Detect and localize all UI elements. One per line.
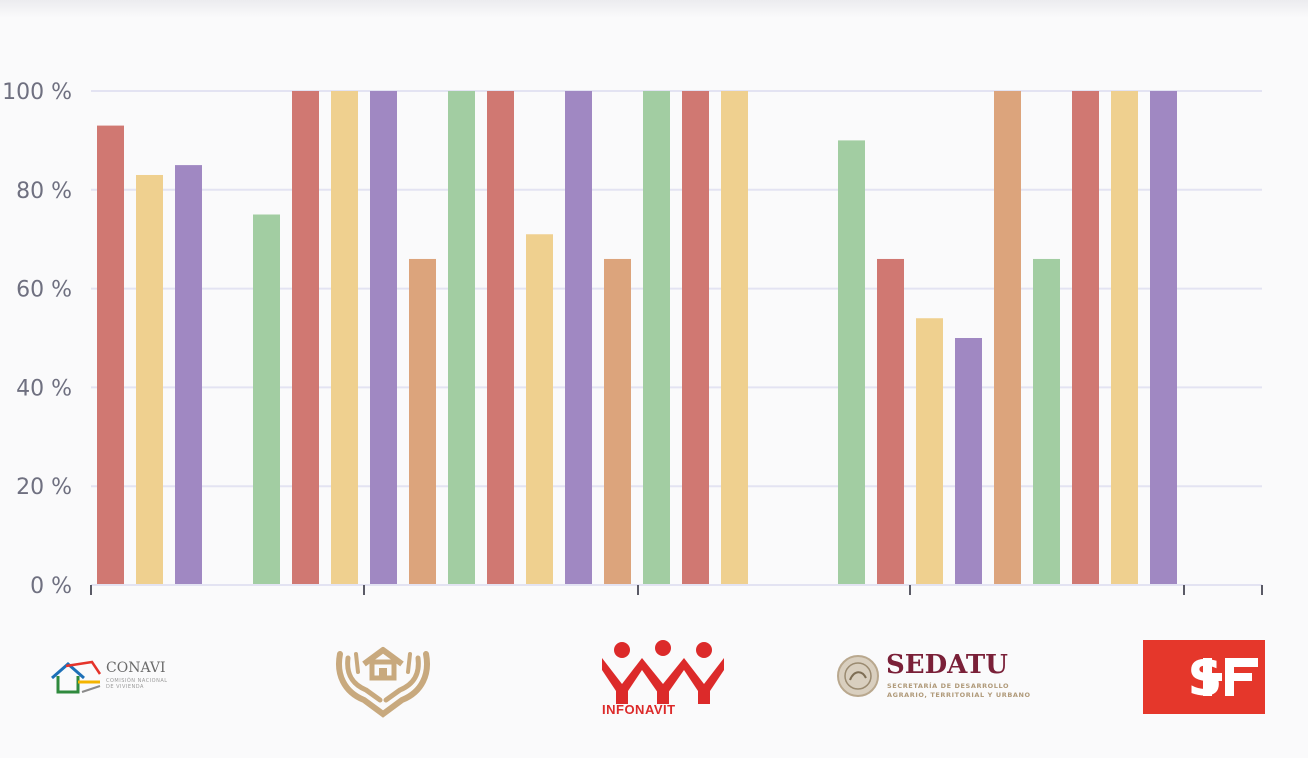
y-axis: 0 % 20 % 40 % 60 % 80 % 100 % xyxy=(2,80,72,599)
bar xyxy=(994,91,1021,585)
bar-chart: 0 % 20 % 40 % 60 % 80 % 100 % xyxy=(2,80,1263,599)
conavi-logo: CONAVI COMISIÓN NACIONAL DE VIVIENDA xyxy=(48,656,188,700)
sedatu-name: SEDATU xyxy=(886,650,1008,680)
bar xyxy=(448,91,475,585)
header-shadow xyxy=(0,0,1308,18)
bar xyxy=(409,258,436,585)
conavi-name: CONAVI xyxy=(106,660,166,676)
conavi-house-icon xyxy=(51,660,102,694)
y-tick-label: 80 % xyxy=(16,179,72,204)
gridlines xyxy=(91,90,1262,488)
bar xyxy=(955,338,982,585)
bar xyxy=(604,258,631,585)
bar xyxy=(292,91,319,585)
bar xyxy=(136,174,163,586)
bar xyxy=(97,125,124,585)
bar xyxy=(175,165,202,585)
infonavit-logo: INFONAVIT xyxy=(600,640,726,718)
y-tick-label: 20 % xyxy=(16,475,72,500)
bar xyxy=(1150,91,1177,585)
conavi-subtitle-2: DE VIVIENDA xyxy=(106,684,144,690)
sedatu-subtitle-2: AGRARIO, TERRITORIAL Y URBANO xyxy=(887,691,1031,699)
bar xyxy=(370,91,397,585)
y-tick-label: 60 % xyxy=(16,278,72,303)
bar xyxy=(253,214,280,585)
y-tick-label: 40 % xyxy=(16,376,72,401)
y-tick-label: 100 % xyxy=(2,80,72,105)
bar xyxy=(526,234,553,585)
bar xyxy=(487,91,514,585)
infonavit-name: INFONAVIT xyxy=(602,702,676,717)
bar xyxy=(331,91,358,585)
bar xyxy=(1033,258,1060,585)
sedatu-subtitle-1: SECRETARÍA DE DESARROLLO xyxy=(887,682,1010,690)
mexico-seal-icon xyxy=(837,655,879,697)
bar xyxy=(565,91,592,585)
bar xyxy=(1072,91,1099,585)
y-tick-label: 0 % xyxy=(30,574,72,599)
shf-letters-icon: S xyxy=(1188,651,1258,707)
bar xyxy=(877,258,904,585)
shf-logo: S xyxy=(1143,640,1265,714)
hands-house-icon xyxy=(336,647,430,718)
x-axis xyxy=(90,584,1263,595)
conavi-subtitle-1: COMISIÓN NACIONAL xyxy=(106,678,168,684)
hands-house-logo xyxy=(334,634,432,718)
bars xyxy=(97,91,1177,586)
infonavit-figures-icon xyxy=(602,640,724,704)
bar xyxy=(838,140,865,585)
bar xyxy=(721,91,748,585)
bar xyxy=(643,91,670,585)
bar xyxy=(682,91,709,585)
sedatu-logo: SEDATU SECRETARÍA DE DESARROLLO AGRARIO,… xyxy=(836,650,1036,702)
bar xyxy=(1111,91,1138,585)
bar xyxy=(916,318,943,585)
